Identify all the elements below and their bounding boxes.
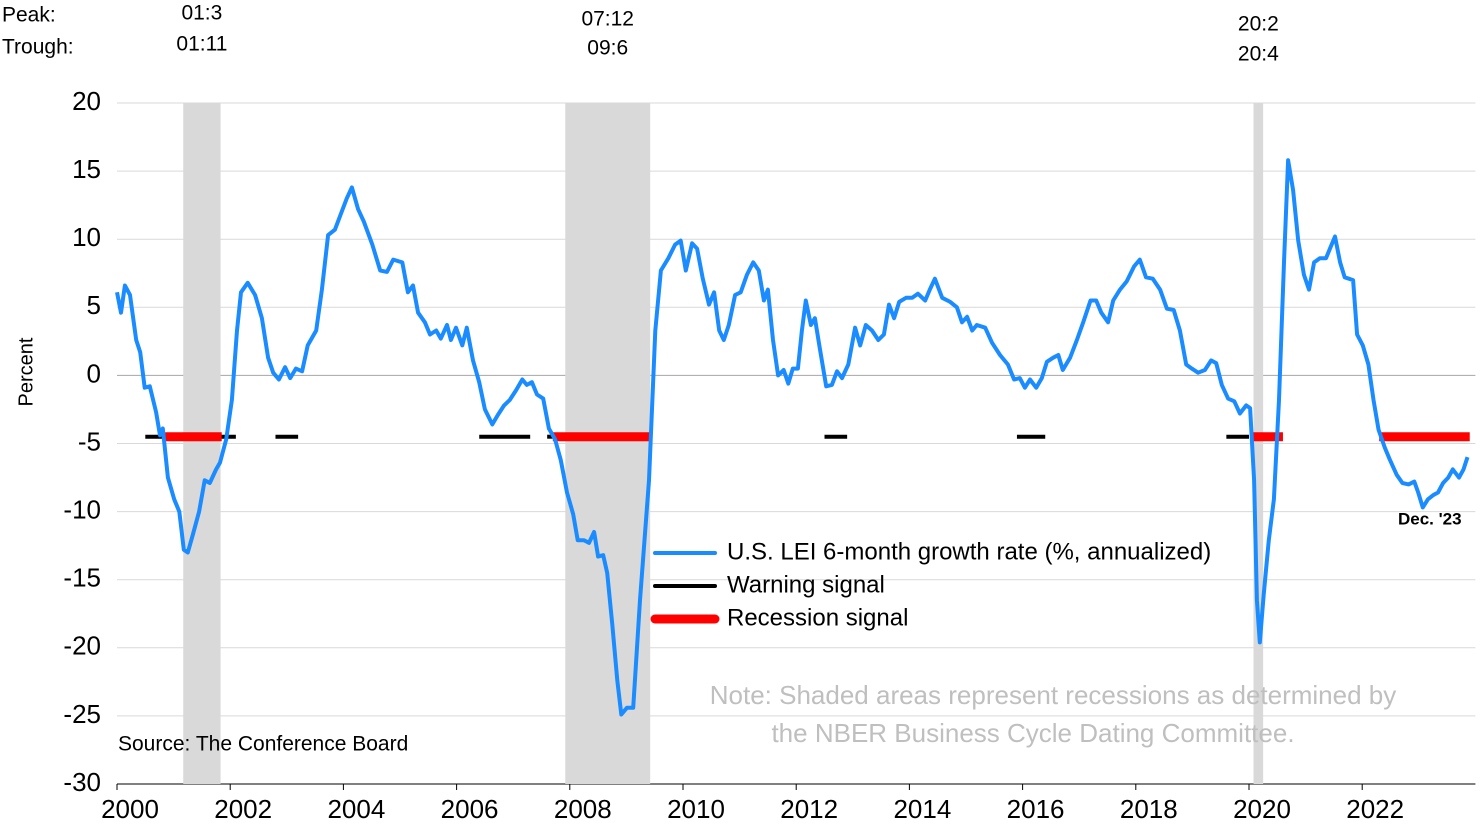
x-tick-label: 2012 (780, 794, 838, 824)
y-tick-label: -5 (78, 426, 101, 456)
note: the NBER Business Cycle Dating Committee… (771, 718, 1294, 748)
legend-label: Warning signal (727, 571, 885, 598)
x-tick-label: 2004 (327, 794, 385, 824)
peak-date: 07:12 (581, 8, 634, 31)
y-tick-label: 5 (87, 290, 101, 320)
peak-date: 01:3 (181, 2, 222, 25)
note: Note: Shaded areas represent recessions … (710, 680, 1397, 710)
y-tick-label: 20 (72, 86, 101, 116)
y-tick-label: -25 (63, 699, 101, 729)
y-tick-label: -10 (63, 494, 101, 524)
y-tick-label: 0 (87, 358, 101, 388)
legend-label: Recession signal (727, 604, 908, 631)
y-tick-label: -20 (63, 631, 101, 661)
x-tick-label: 2018 (1120, 794, 1178, 824)
trough-date: 20:4 (1238, 43, 1279, 66)
y-tick-label: 15 (72, 154, 101, 184)
x-tick-label: 2000 (101, 794, 159, 824)
y-tick-label: -15 (63, 563, 101, 593)
x-tick-label: 2022 (1346, 794, 1404, 824)
recession-band (565, 103, 651, 784)
trough-date: 09:6 (587, 37, 628, 60)
y-axis-title: Percent (15, 337, 37, 406)
x-tick-label: 2002 (214, 794, 272, 824)
x-tick-label: 2006 (441, 794, 499, 824)
peak-date: 20:2 (1238, 13, 1279, 36)
recession-band (1253, 103, 1264, 784)
source: Source: The Conference Board (118, 733, 408, 756)
recession-band (183, 103, 221, 784)
trough-label: Trough: (2, 36, 74, 59)
x-tick-label: 2016 (1007, 794, 1065, 824)
legend-label: U.S. LEI 6-month growth rate (%, annuali… (727, 538, 1211, 565)
y-tick-label: -30 (63, 767, 101, 797)
y-tick-label: 10 (72, 222, 101, 252)
x-tick-label: 2010 (667, 794, 725, 824)
line (115, 158, 1470, 717)
annotation: Dec. '23 (1398, 509, 1462, 528)
plot-area (116, 102, 1476, 790)
peak-label: Peak: (2, 4, 56, 27)
trough-date: 01:11 (176, 33, 227, 56)
x-tick-label: 2008 (554, 794, 612, 824)
x-tick-label: 2014 (893, 794, 951, 824)
x-tick-label: 2020 (1233, 794, 1291, 824)
